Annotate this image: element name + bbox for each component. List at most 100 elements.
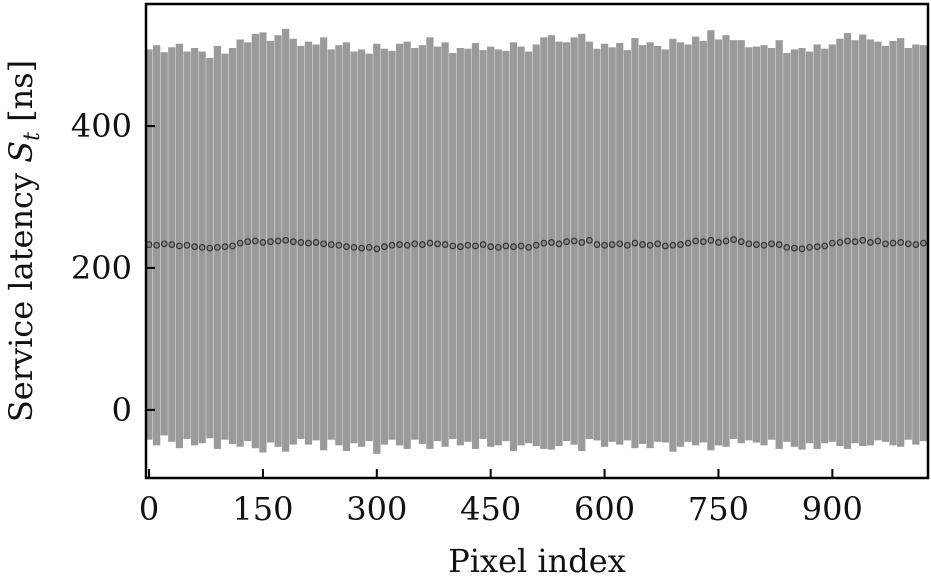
- data-point: [616, 240, 624, 248]
- data-point: [259, 239, 267, 246]
- x-tick-label: 750: [688, 490, 749, 528]
- data-point: [434, 240, 441, 248]
- data-point: [912, 241, 920, 248]
- data-point: [570, 237, 578, 245]
- y-label-unit: [ns]: [2, 60, 40, 132]
- data-point: [578, 239, 586, 246]
- y-label-text: Service latency: [2, 163, 40, 422]
- x-axis-label: Pixel index: [448, 542, 625, 580]
- data-point: [639, 241, 646, 248]
- data-point: [585, 236, 593, 244]
- data-point: [517, 242, 525, 250]
- data-point: [282, 236, 290, 244]
- data-point: [601, 241, 608, 249]
- data-point: [851, 238, 859, 246]
- data-point: [191, 243, 198, 251]
- data-point: [441, 241, 449, 248]
- data-point: [335, 241, 343, 249]
- plot-frame: [144, 2, 930, 480]
- data-point: [327, 241, 335, 248]
- data-point: [654, 240, 662, 248]
- data-point: [449, 242, 457, 250]
- data-point: [813, 243, 821, 251]
- data-point: [487, 243, 495, 251]
- data-point: [821, 242, 829, 250]
- data-point: [920, 239, 927, 247]
- data-point: [274, 237, 282, 245]
- data-point: [882, 240, 889, 248]
- data-point: [608, 241, 616, 248]
- data-point: [160, 240, 168, 248]
- data-point: [502, 242, 510, 250]
- x-tick-label: 150: [232, 490, 293, 528]
- data-point: [730, 236, 738, 243]
- data-point: [244, 238, 252, 246]
- data-point: [176, 242, 183, 250]
- data-point: [479, 241, 487, 248]
- data-point: [510, 243, 517, 251]
- data-point: [236, 239, 244, 247]
- data-point: [745, 240, 753, 248]
- y-tick-label: 200: [71, 249, 132, 287]
- data-point: [707, 236, 715, 244]
- data-point: [396, 241, 403, 248]
- data-point: [358, 244, 366, 252]
- data-point: [874, 237, 882, 245]
- data-point: [456, 243, 464, 251]
- y-label-symbol: S: [2, 141, 40, 163]
- data-point: [897, 239, 905, 246]
- data-point: [775, 241, 783, 248]
- data-point: [411, 240, 419, 248]
- data-point: [661, 242, 669, 250]
- data-point: [836, 239, 844, 246]
- data-point: [305, 239, 312, 247]
- data-point: [251, 237, 259, 245]
- data-point: [753, 241, 760, 248]
- data-point: [677, 241, 684, 248]
- data-point: [206, 244, 214, 252]
- y-label-subscript: t: [20, 132, 45, 141]
- data-point: [684, 239, 692, 247]
- data-point: [828, 239, 836, 247]
- data-point: [350, 243, 358, 251]
- x-tick-label: 600: [574, 490, 635, 528]
- data-point: [631, 239, 639, 247]
- data-point: [403, 241, 411, 249]
- data-point: [798, 245, 806, 253]
- data-point: [760, 241, 768, 249]
- data-point: [320, 240, 328, 248]
- data-point: [699, 238, 707, 246]
- y-tick-label: 400: [71, 107, 132, 145]
- data-point: [525, 243, 533, 251]
- data-point: [715, 239, 722, 246]
- data-point: [555, 240, 563, 248]
- data-point: [859, 236, 867, 244]
- data-point: [168, 241, 176, 248]
- data-point: [312, 239, 320, 246]
- data-point: [380, 243, 388, 251]
- data-point: [213, 243, 221, 251]
- data-point: [563, 238, 571, 246]
- data-point: [289, 238, 297, 246]
- data-point: [669, 241, 677, 249]
- data-point: [646, 241, 654, 249]
- data-point: [494, 243, 502, 251]
- x-tick-label: 450: [460, 490, 521, 528]
- data-point: [593, 241, 601, 248]
- data-point: [229, 242, 236, 250]
- data-point: [844, 237, 851, 245]
- data-point: [365, 243, 373, 251]
- data-point: [866, 239, 874, 246]
- data-point: [722, 237, 730, 245]
- data-point: [737, 238, 745, 246]
- data-point: [692, 237, 700, 245]
- x-tick-label: 300: [346, 490, 407, 528]
- x-tick-label: 0: [139, 490, 159, 528]
- data-point: [464, 241, 472, 249]
- data-point: [267, 238, 274, 246]
- data-point: [889, 239, 897, 247]
- data-point: [806, 243, 813, 251]
- data-point: [388, 241, 396, 249]
- data-point: [153, 241, 161, 249]
